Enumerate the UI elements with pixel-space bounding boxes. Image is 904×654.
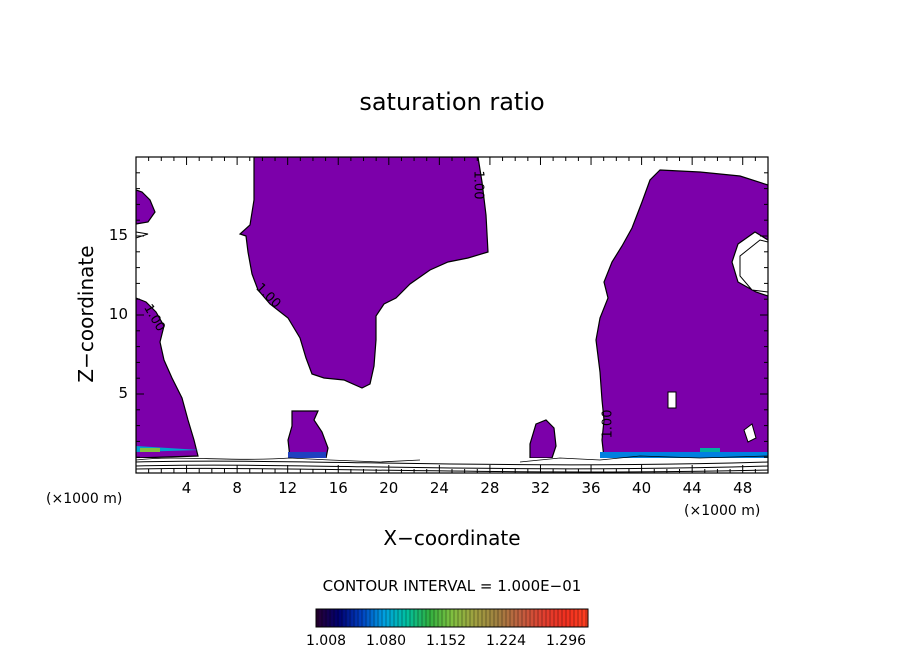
x-tick-label: 32 [530,479,551,497]
y-tick-label: 5 [118,384,128,402]
y-tick-label: 15 [108,226,128,244]
colorbar-stripes [317,609,587,627]
surface-band [136,446,768,473]
x-tick-label: 12 [278,479,298,497]
colorbar-tick-label: 1.008 [305,633,347,649]
contour-value-label: 1.00 [470,170,486,200]
x-unit-right: (×1000 m) [684,503,761,519]
x-tick-label: 36 [581,479,601,497]
unsaturated-hole-right-3 [743,423,757,443]
chart-title: saturation ratio [359,88,545,116]
colorbar-tick-label: 1.224 [485,633,527,649]
x-tick-label: 8 [232,479,242,497]
unsaturated-hole-left [136,231,149,239]
y-tick-label: 10 [108,305,128,323]
contour-interval-label: CONTOUR INTERVAL = 1.000E−01 [322,577,582,595]
x-tick-label: 40 [632,479,652,497]
x-tick-label: 20 [379,479,399,497]
colorbar-fill [315,608,589,628]
x-tick-label: 48 [733,479,753,497]
saturated-region-lower-mid [287,410,329,459]
saturated-region-left [136,297,199,459]
contour-value-label: 1.00 [600,409,616,439]
saturated-region-lower-right [529,419,557,459]
colorbar-tick-label: 1.152 [425,633,467,649]
saturated-region-right [595,169,768,459]
x-unit-left: (×1000 m) [46,491,123,507]
unsaturated-hole-right-2 [667,391,677,409]
unsaturated-hole-right-1 [739,239,768,293]
x-tick-label: 16 [328,479,348,497]
x-tick-label: 4 [181,479,192,497]
colorbar [315,608,589,628]
x-tick-label: 44 [682,479,702,497]
colorbar-tick-label: 1.296 [545,633,587,649]
x-tick-label: 24 [429,479,449,497]
y-axis-ticks [136,172,768,458]
contour-fill-region [136,157,768,473]
saturated-region-center-top [238,157,489,389]
y-axis-label: Z−coordinate [74,245,98,383]
saturated-region-left-top [136,189,156,225]
colorbar-tick-label: 1.080 [365,633,407,649]
x-tick-label: 28 [480,479,500,497]
x-axis-label: X−coordinate [383,526,521,550]
x-axis-ticks [135,157,769,473]
